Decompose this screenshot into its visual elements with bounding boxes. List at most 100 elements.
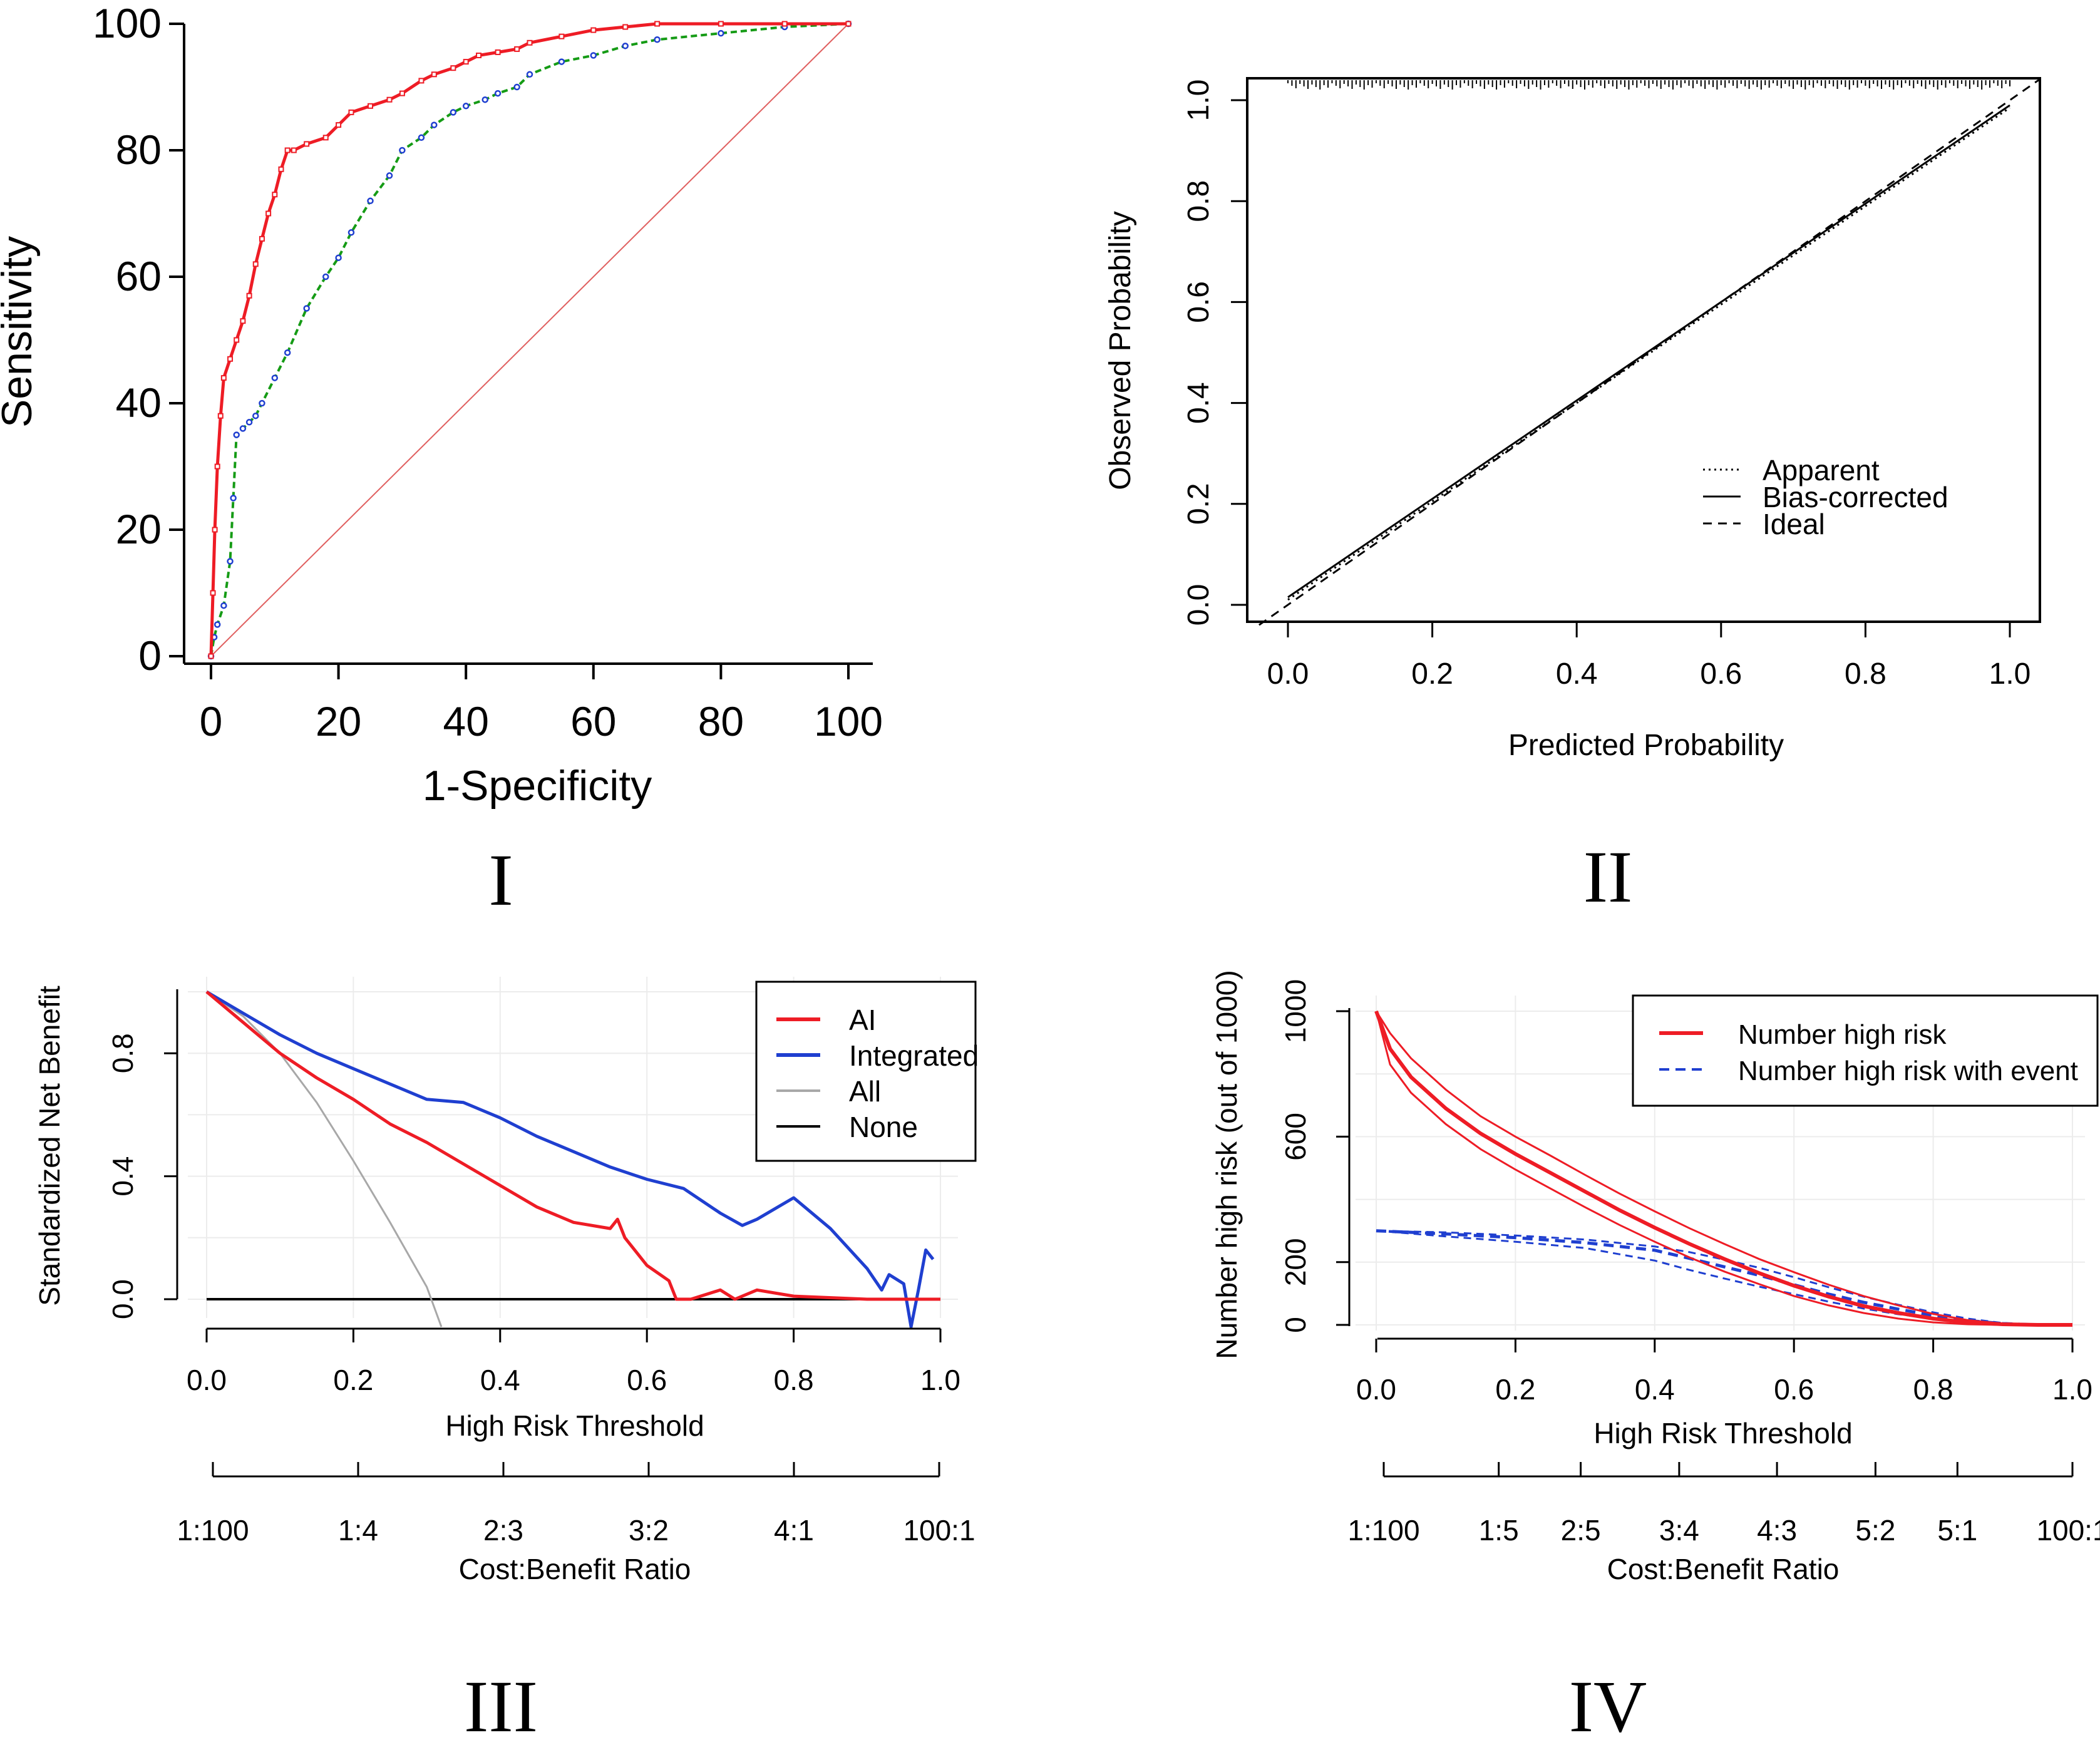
roc-x-tick-label: 20	[316, 698, 361, 744]
cic-y-tick-label: 0	[1279, 1317, 1312, 1333]
cic-cost-benefit-tick-label: 3:4	[1659, 1514, 1699, 1547]
calibration-x-tick-label: 0.2	[1411, 657, 1453, 691]
cic-cost-benefit-ticks: 1:100 1:5 2:5 3:4 4:3 5:2 5:1 100:1	[1347, 1462, 2100, 1547]
roc-red-point	[208, 653, 214, 659]
roc-y-tick-label: 80	[116, 126, 162, 173]
dca-cost-benefit-tick-label: 2:3	[483, 1514, 523, 1547]
dca-x-tick-label: 0.2	[333, 1364, 373, 1396]
calibration-x-tick-label: 0.8	[1845, 657, 1886, 691]
roc-x-ticks: 0 20 40 60 80 100	[200, 664, 883, 744]
dca-cost-benefit-tick-label: 100:1	[903, 1514, 975, 1547]
panel-label-III: III	[464, 1665, 538, 1740]
cic-y-tick-label: 600	[1279, 1113, 1312, 1161]
roc-green-point	[513, 83, 520, 91]
legend-number-high-risk-label: Number high risk	[1738, 1019, 1947, 1050]
calibration-ideal-line	[1258, 79, 2039, 626]
roc-red-point	[259, 235, 265, 242]
roc-red-point	[284, 147, 291, 153]
dca-x-tick-label: 1.0	[920, 1364, 960, 1396]
dca-legend-box	[755, 981, 977, 1162]
roc-green-point	[252, 412, 259, 420]
dca-cost-benefit-ticks: 1:100 1:4 2:3 3:2 4:1 100:1	[177, 1462, 975, 1547]
cic-cost-benefit-tick-label: 5:1	[1937, 1514, 1977, 1547]
roc-red-point	[527, 39, 533, 46]
roc-green-point	[450, 109, 457, 116]
calibration-bias-corrected-line	[1287, 104, 2010, 599]
dca-plot-area	[205, 990, 940, 1329]
decision-curve-panel: 0.0 0.2 0.4 0.6 0.8 1.0 0.0 0.4 0.8 High Risk T…	[33, 977, 979, 1740]
roc-green-point	[590, 52, 597, 59]
roc-red-point	[322, 135, 329, 141]
roc-plot-area	[207, 20, 852, 660]
roc-red-point	[431, 71, 437, 78]
cic-x-tick-label: 1.0	[2052, 1373, 2092, 1406]
calibration-x-tick-label: 0.4	[1556, 657, 1598, 691]
roc-green-point	[558, 58, 565, 65]
roc-red-point	[718, 21, 724, 27]
dca-all-line	[206, 991, 443, 1327]
roc-green-point	[654, 36, 661, 43]
roc-green-point	[481, 96, 488, 103]
dca-cost-benefit-tick-label: 1:4	[338, 1514, 378, 1547]
roc-red-point	[246, 292, 252, 299]
dca-legend: AI Integrated All None	[755, 981, 979, 1162]
calibration-x-axis-label: Predicted Probability	[1508, 729, 1784, 762]
roc-green-point	[230, 495, 237, 502]
dca-x-axis-label: High Risk Threshold	[445, 1409, 704, 1442]
roc-red-point	[418, 78, 425, 84]
calibration-frame	[1246, 77, 2041, 623]
roc-green-point	[718, 29, 724, 37]
dca-integrated-line	[205, 990, 935, 1329]
panel-label-IV: IV	[1569, 1665, 1647, 1740]
calibration-legend: Apparent Bias-corrected Ideal	[1703, 454, 1948, 540]
cic-y-axis-label: Number high risk (out of 1000)	[1210, 970, 1243, 1359]
roc-green-point	[322, 273, 329, 281]
panel-label-II: II	[1583, 836, 1633, 918]
legend-ai-label: AI	[849, 1004, 876, 1036]
calibration-y-tick-label: 0.0	[1182, 584, 1215, 626]
roc-green-point	[214, 621, 221, 628]
roc-red-point	[304, 141, 310, 147]
cic-cost-benefit-tick-label: 4:3	[1757, 1514, 1797, 1547]
calibration-x-ticks: 0.0 0.2 0.4 0.6 0.8 1.0	[1267, 622, 2031, 691]
roc-y-tick-label: 100	[93, 0, 162, 46]
calibration-y-tick-label: 0.2	[1182, 483, 1215, 525]
roc-red-point	[654, 21, 661, 27]
roc-red-point	[291, 147, 297, 153]
calibration-y-tick-label: 0.6	[1182, 281, 1215, 323]
calibration-x-tick-label: 0.0	[1267, 657, 1309, 691]
cic-y-ticks: 0 200 600 1000	[1279, 979, 1349, 1333]
legend-none-label: None	[849, 1111, 918, 1143]
roc-green-point	[367, 197, 374, 205]
legend-number-high-risk-with-event-label: Number high risk with event	[1738, 1056, 2078, 1086]
roc-green-point	[462, 103, 470, 110]
calibration-panel: 0.0 0.2 0.4 0.6 0.8 1.0 0.0 0.2 0.4 0.6 0.8 1.0 Pr…	[1104, 77, 2041, 918]
roc-red-point	[450, 65, 456, 71]
calibration-y-ticks: 0.0 0.2 0.4 0.6 0.8 1.0	[1182, 80, 1247, 626]
roc-green-point	[227, 558, 234, 565]
roc-red-point	[399, 90, 405, 96]
roc-reference-line	[210, 23, 849, 657]
roc-green-point	[239, 425, 247, 432]
roc-red-point	[495, 49, 501, 55]
dca-y-tick-label: 0.8	[106, 1033, 139, 1073]
cic-high-risk-upper-line	[1375, 1011, 2072, 1326]
roc-red-point	[622, 24, 629, 30]
roc-green-point	[347, 229, 355, 236]
calibration-y-axis-label: Observed Probability	[1104, 211, 1137, 490]
calibration-y-tick-label: 1.0	[1182, 80, 1215, 121]
roc-red-point	[220, 375, 227, 381]
roc-y-tick-label: 40	[116, 379, 162, 426]
dca-cost-benefit-tick-label: 4:1	[774, 1514, 814, 1547]
legend-apparent-label: Apparent	[1763, 454, 1880, 486]
roc-x-tick-label: 100	[814, 698, 883, 744]
dca-x-tick-label: 0.0	[187, 1364, 227, 1396]
roc-red-point	[240, 318, 246, 324]
cic-cost-benefit-tick-label: 2:5	[1561, 1514, 1601, 1547]
cic-x-tick-label: 0.4	[1635, 1373, 1675, 1406]
roc-green-point	[233, 431, 240, 438]
roc-red-point	[514, 46, 520, 52]
roc-green-point	[418, 134, 425, 142]
roc-y-axis-label: Sensitivity	[0, 236, 41, 428]
